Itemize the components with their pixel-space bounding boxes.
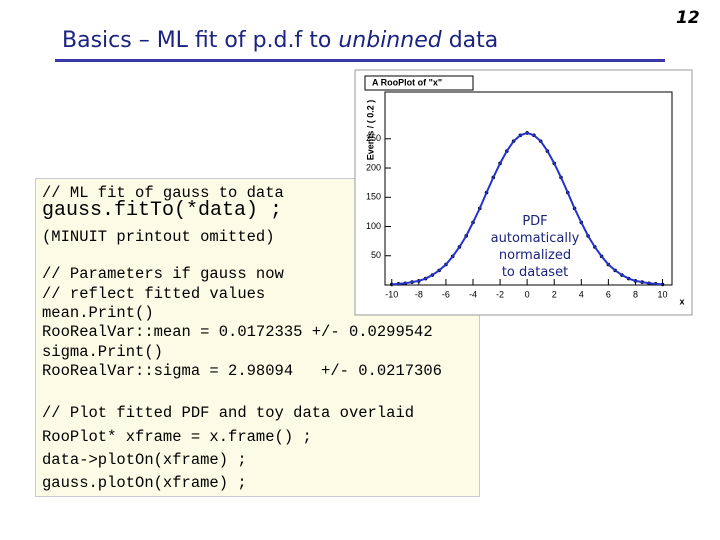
title-underline [55,59,665,62]
fit-curve [391,131,663,286]
code-line: data->plotOn(xframe) ; [42,451,247,469]
plot-title: A RooPlot of "x" [372,77,442,87]
code-line: // ML fit of gauss to data [42,184,284,202]
x-tick-label: 8 [633,289,638,299]
x-tick-label: 10 [658,289,668,299]
code-line: RooRealVar::mean = 0.0172335 +/- 0.02995… [42,323,433,341]
x-tick-label: 4 [579,289,584,299]
code-line: sigma.Print() [42,343,163,361]
annotation-line: to dataset [501,265,569,280]
y-axis-label: Events / ( 0.2 ) [365,100,375,161]
code-line: RooPlot* xframe = x.frame() ; [42,428,312,446]
y-tick-label: 200 [366,162,381,172]
code-line: // reflect fitted values [42,285,266,303]
code-line: mean.Print() [42,304,154,322]
y-tick-label: 150 [366,192,381,202]
code-line: gauss.fitTo(*data) ; [42,199,283,222]
x-tick-label: 6 [606,289,611,299]
plot-frame [354,69,693,316]
code-line: (MINUIT printout omitted) [42,228,275,246]
page-number: 12 [676,8,700,28]
title-italic: unbinned [338,28,442,53]
code-line: RooRealVar::sigma = 2.98094 +/- 0.021730… [42,362,442,380]
code-line: gauss.plotOn(xframe) ; [42,474,247,492]
y-tick-label: 100 [366,221,381,231]
x-tick-label: -8 [415,289,423,299]
y-tick-label: 250 [366,133,381,143]
annotation-line: normalized [498,248,572,263]
x-tick-label: 2 [552,289,557,299]
title-text: data [441,28,499,53]
slide-title: Basics – ML fit of p.d.f to unbinned dat… [62,28,498,53]
x-tick-label: -10 [385,289,398,299]
x-tick-label: -6 [442,289,450,299]
code-line: // Plot fitted PDF and toy data overlaid [42,404,415,422]
x-axis-label: x [679,296,684,306]
plot-title-box [364,75,474,91]
x-tick-label: 0 [525,289,530,299]
x-tick-label: -2 [496,289,504,299]
plot-area [384,91,673,286]
code-line: // Parameters if gauss now [42,265,284,283]
title-text: Basics – ML fit of p.d.f to [62,28,339,53]
x-tick-label: -4 [469,289,477,299]
annotation-line: PDF [522,214,548,229]
annotation-line: automatically [490,231,580,246]
y-tick-label: 50 [371,250,381,260]
